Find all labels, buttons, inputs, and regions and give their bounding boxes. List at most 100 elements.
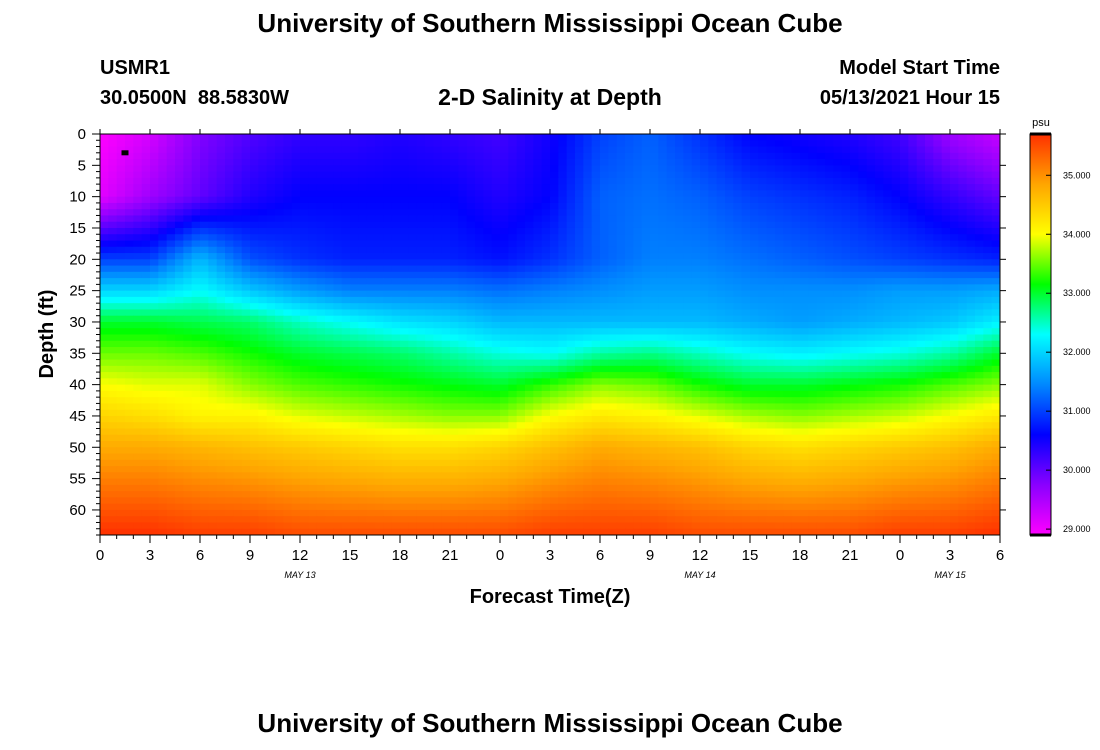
heatmap-cell [925, 296, 934, 304]
heatmap-cell [350, 334, 359, 342]
heatmap-cell [191, 340, 201, 348]
heatmap-cell [875, 321, 884, 329]
heatmap-cell [100, 134, 109, 141]
heatmap-cell [616, 196, 626, 204]
heatmap-cell [825, 246, 834, 254]
heatmap-cell [850, 134, 859, 141]
heatmap-cell [641, 353, 651, 361]
heatmap-cell [683, 409, 693, 417]
heatmap-cell [308, 353, 318, 361]
heatmap-cell [475, 284, 484, 292]
heatmap-cell [466, 409, 476, 417]
heatmap-cell [216, 290, 226, 298]
heatmap-cell [108, 409, 118, 417]
heatmap-cell [700, 265, 709, 273]
heatmap-cell [425, 409, 434, 417]
heatmap-cell [633, 415, 643, 423]
heatmap-cell [700, 177, 709, 185]
heatmap-cell [658, 397, 668, 405]
heatmap-cell [858, 296, 868, 304]
heatmap-cell [633, 378, 643, 386]
heatmap-cell [500, 240, 509, 248]
heatmap-cell [416, 365, 426, 373]
heatmap-cell [508, 334, 518, 342]
heatmap-cell [125, 403, 134, 411]
heatmap-cell [566, 390, 576, 398]
heatmap-cell [983, 415, 993, 423]
heatmap-cell [975, 159, 984, 166]
heatmap-cell [558, 278, 568, 285]
heatmap-cell [908, 353, 918, 361]
heatmap-cell [308, 152, 318, 160]
heatmap-cell [583, 284, 593, 292]
heatmap-cell [858, 215, 868, 223]
heatmap-cell [658, 171, 668, 179]
heatmap-cell [608, 409, 618, 417]
heatmap-cell [891, 284, 901, 292]
heatmap-cell [500, 284, 509, 292]
heatmap-cell [125, 140, 134, 148]
heatmap-cell [500, 171, 509, 179]
heatmap-cell [816, 321, 826, 329]
heatmap-cell [450, 290, 459, 298]
heatmap-cell [616, 347, 626, 354]
heatmap-cell [933, 415, 943, 423]
heatmap-cell [750, 184, 759, 191]
heatmap-cell [875, 384, 884, 392]
heatmap-cell [258, 140, 268, 148]
heatmap-cell [675, 259, 684, 267]
heatmap-cell [500, 159, 509, 166]
heatmap-cell [658, 353, 668, 361]
heatmap-cell [516, 359, 526, 367]
heatmap-cell [250, 215, 259, 223]
heatmap-cell [400, 365, 409, 373]
heatmap-cell [400, 159, 409, 166]
heatmap-cell [983, 234, 993, 242]
heatmap-cell [533, 190, 543, 198]
heatmap-cell [366, 209, 376, 217]
heatmap-cell [441, 196, 451, 204]
heatmap-cell [991, 227, 1000, 235]
heatmap-cell [683, 190, 693, 198]
heatmap-cell [583, 240, 593, 248]
heatmap-cell [250, 422, 259, 430]
heatmap-cell [191, 259, 201, 267]
heatmap-cell [883, 340, 893, 348]
heatmap-cell [666, 284, 676, 292]
heatmap-cell [916, 290, 926, 298]
heatmap-cell [575, 159, 584, 166]
heatmap-cell [375, 152, 384, 160]
heatmap-cell [108, 202, 118, 210]
heatmap-cell [650, 253, 659, 260]
heatmap-cell [625, 265, 634, 273]
heatmap-cell [825, 265, 834, 273]
heatmap-cell [800, 240, 809, 248]
heatmap-cell [350, 240, 359, 248]
heatmap-cell [891, 240, 901, 248]
heatmap-cell [750, 303, 759, 311]
heatmap-cell [483, 165, 493, 173]
heatmap-cell [758, 353, 768, 361]
heatmap-cell [766, 134, 776, 141]
heatmap-cell [333, 409, 343, 417]
heatmap-cell [991, 365, 1000, 373]
heatmap-cell [850, 271, 859, 279]
heatmap-cell [516, 284, 526, 292]
heatmap-cell [725, 334, 734, 342]
heatmap-cell [825, 146, 834, 154]
heatmap-cell [725, 309, 734, 317]
heatmap-cell [133, 296, 143, 304]
heatmap-cell [708, 146, 718, 154]
heatmap-cell [450, 409, 459, 417]
heatmap-cell [783, 227, 793, 235]
heatmap-cell [758, 171, 768, 179]
heatmap-cell [183, 253, 193, 260]
heatmap-cell [291, 372, 301, 379]
heatmap-cell [166, 177, 176, 185]
heatmap-cell [991, 334, 1000, 342]
heatmap-cell [583, 246, 593, 254]
heatmap-cell [941, 271, 951, 279]
heatmap-cell [958, 372, 968, 379]
heatmap-cell [258, 209, 268, 217]
heatmap-cell [191, 284, 201, 292]
